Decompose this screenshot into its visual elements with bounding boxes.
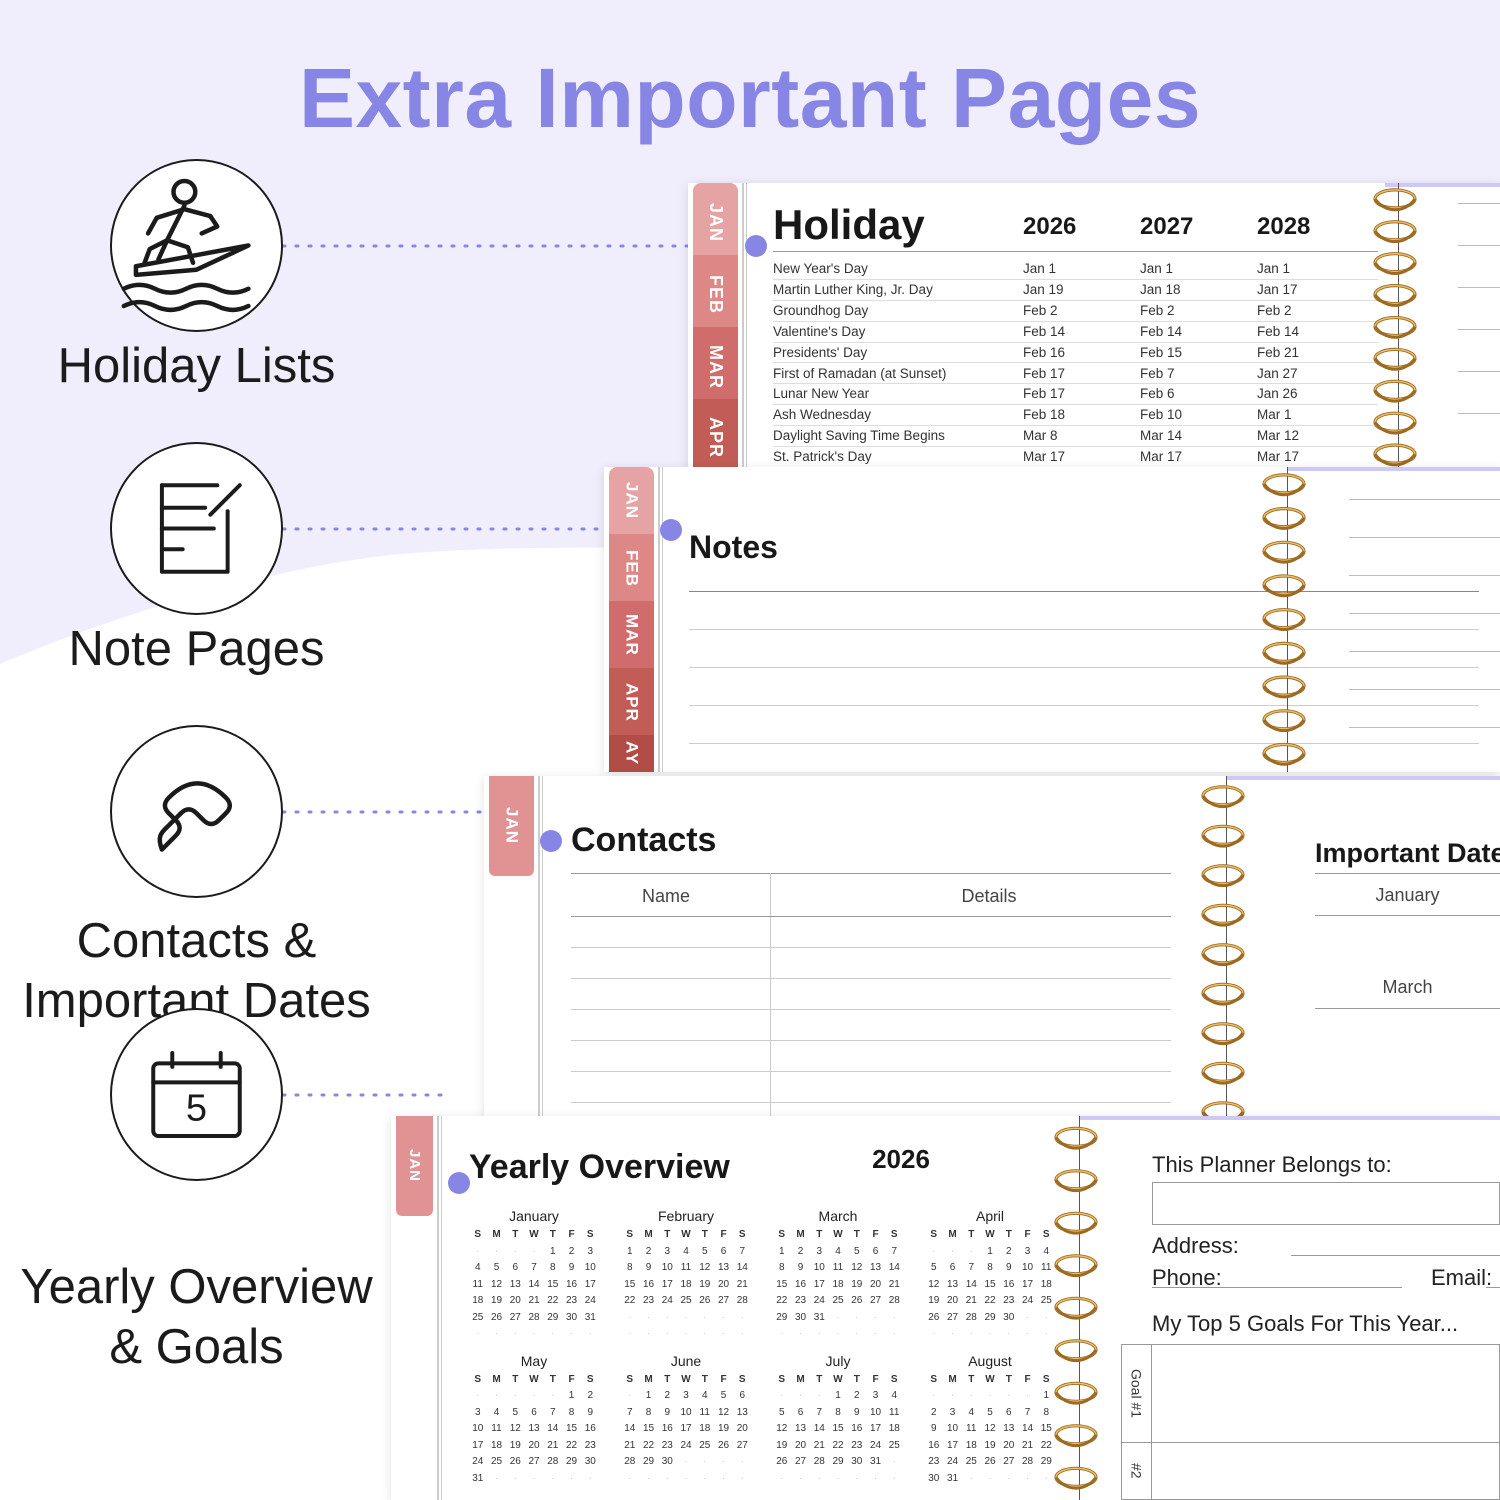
svg-text:5: 5 xyxy=(186,1087,207,1129)
